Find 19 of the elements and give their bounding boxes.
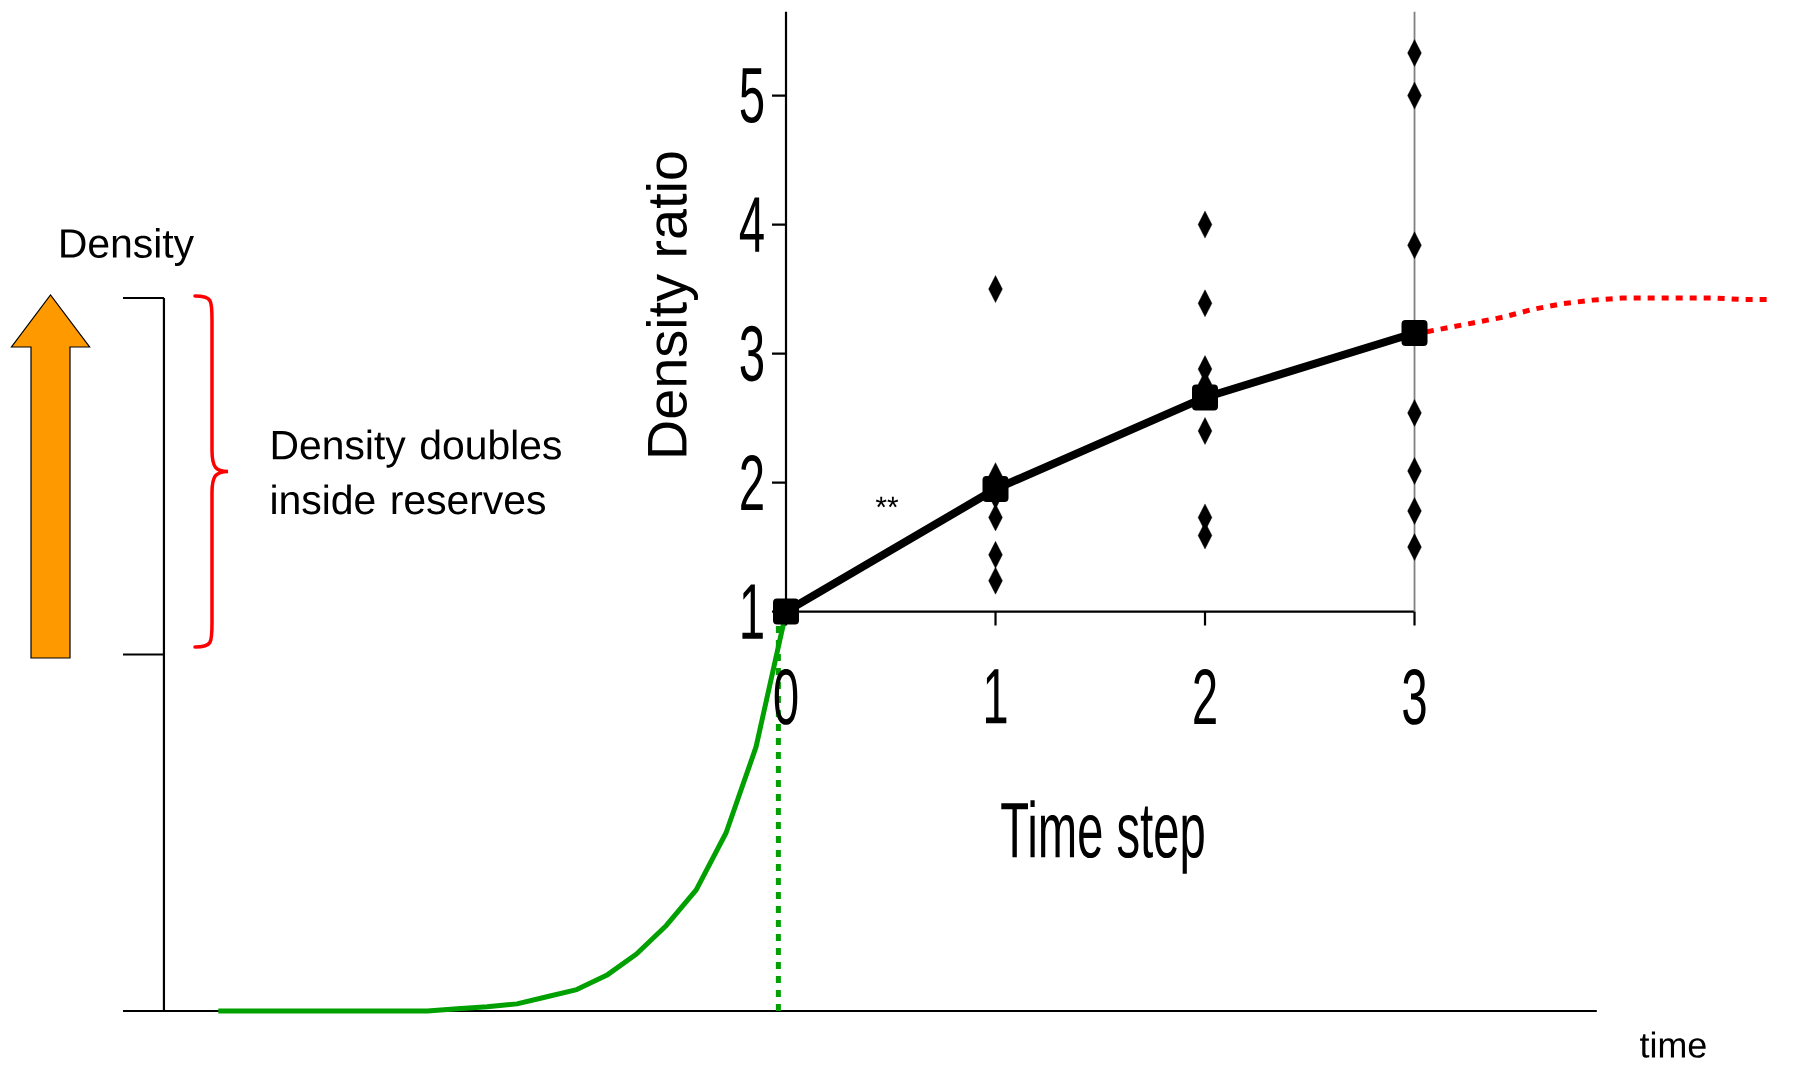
y-axis-title: Density ratio (646, 152, 699, 456)
y-tick-label: 3 (740, 325, 764, 382)
annotation: ** (875, 496, 899, 508)
point (773, 598, 800, 625)
y-tick-label: 2 (741, 455, 763, 511)
x-tick-label: 2 (1194, 669, 1216, 725)
point (1192, 384, 1219, 411)
y-tick-label: 1 (742, 584, 763, 639)
y-axis-title: Density (61, 227, 194, 267)
x-axis-title: Time step (1001, 800, 1204, 874)
point (1401, 319, 1428, 346)
y-tick-label: 5 (740, 68, 764, 124)
annotation: Density doubles inside reserves (272, 429, 561, 515)
x-tick-label: 3 (1403, 669, 1426, 725)
x-axis-title: time (1640, 1031, 1706, 1058)
point (982, 476, 1009, 503)
x-tick-label: 1 (985, 669, 1007, 724)
y-tick-label: 4 (739, 197, 764, 252)
x-tick-label: 0 (774, 669, 798, 725)
